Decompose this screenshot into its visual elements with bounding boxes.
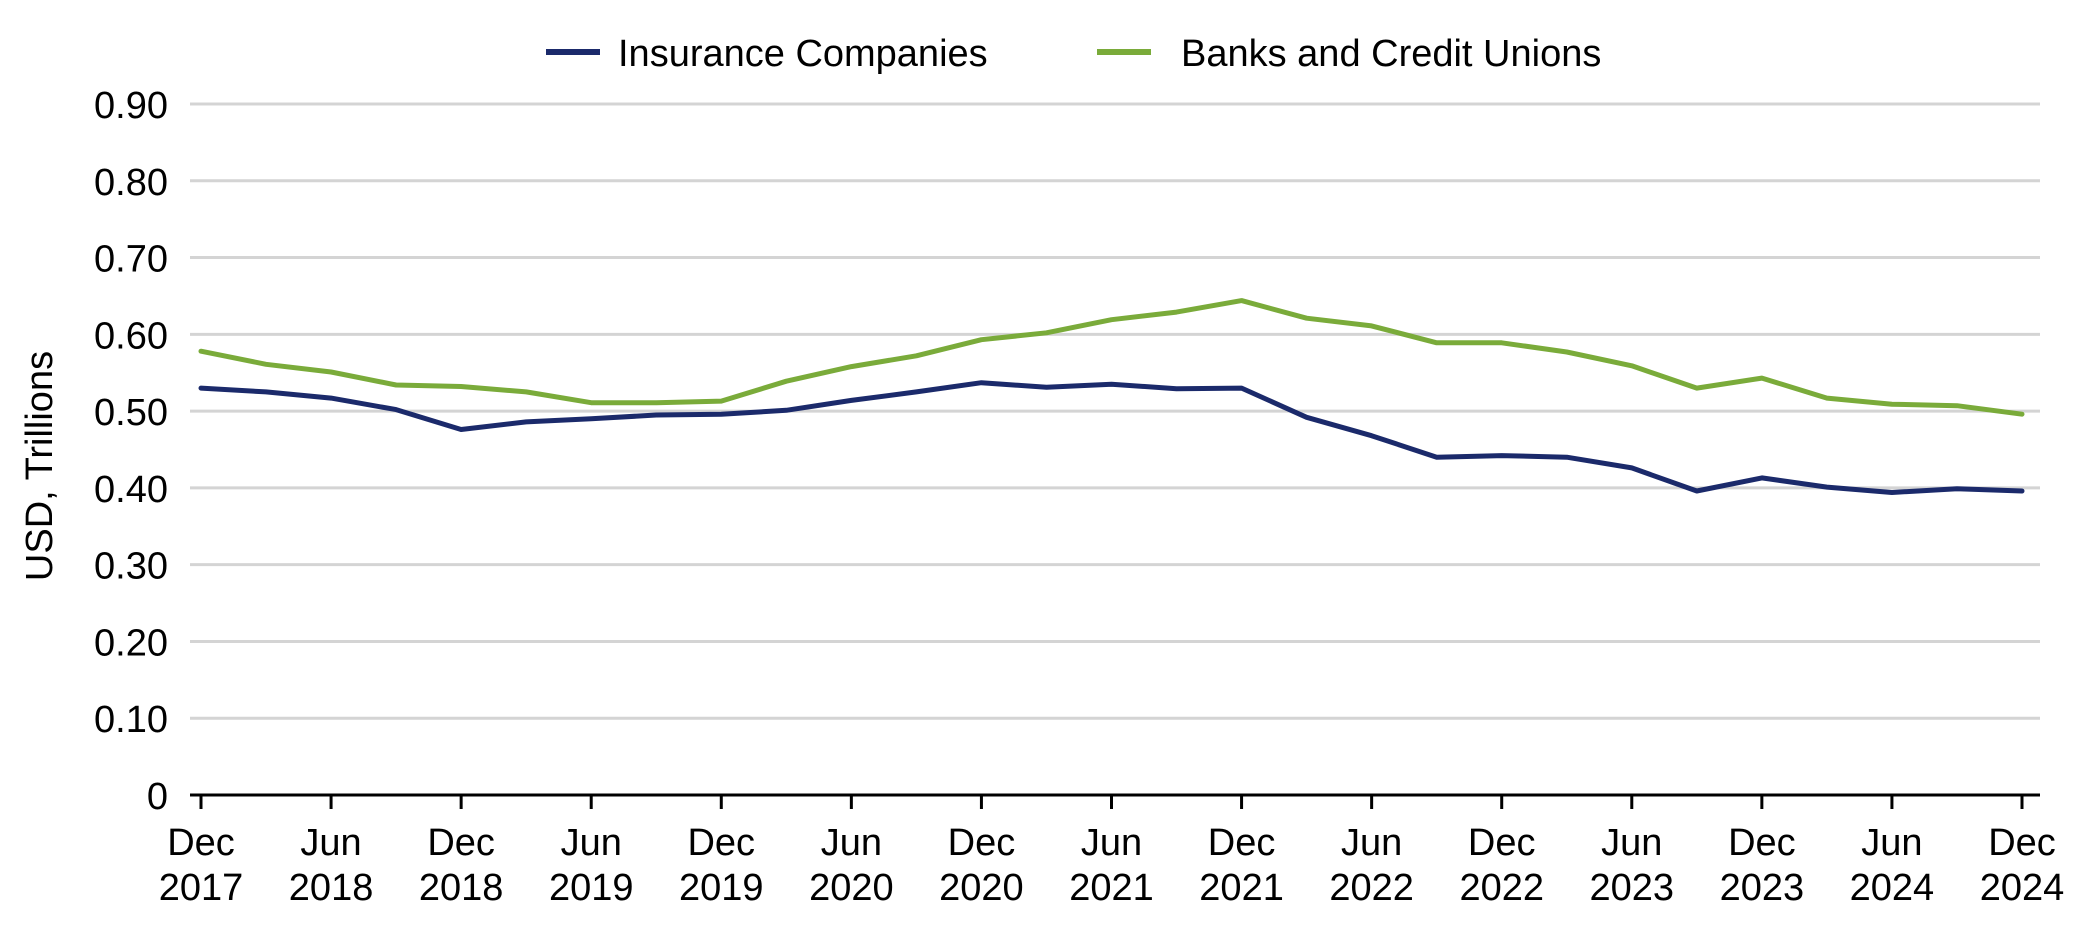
x-tick-year: 2018 — [419, 867, 504, 909]
x-tick-year: 2017 — [159, 867, 244, 909]
legend-label: Insurance Companies — [618, 33, 988, 75]
x-tick-label: Jun 2023 — [1590, 822, 1675, 909]
x-tick-month: Dec — [687, 822, 755, 864]
x-tick-month: Dec — [427, 822, 495, 864]
x-tick-label: Jun 2021 — [1069, 822, 1154, 909]
x-tick-label: Dec 2022 — [1459, 822, 1544, 909]
x-tick-year: 2023 — [1590, 867, 1675, 909]
x-tick-month: Dec — [1988, 822, 2056, 864]
x-tick-label: Dec 2023 — [1720, 822, 1805, 909]
x-axis — [190, 793, 2040, 809]
x-tick-year: 2020 — [939, 867, 1024, 909]
x-tick-year: 2024 — [1850, 867, 1935, 909]
x-tick-label: Dec 2020 — [939, 822, 1024, 909]
y-tick-label: 0.10 — [94, 699, 168, 741]
x-tick-year: 2020 — [809, 867, 894, 909]
x-tick-year: 2024 — [1980, 867, 2065, 909]
y-axis-label: USD, Trillions — [19, 351, 61, 581]
series-lines — [198, 298, 2025, 495]
y-tick-label: 0.50 — [94, 392, 168, 434]
y-tick-label: 0.30 — [94, 546, 168, 588]
gridlines — [190, 102, 2040, 720]
x-tick-label: Jun 2020 — [809, 822, 894, 909]
x-tick-month: Dec — [1468, 822, 1536, 864]
x-tick-label: Jun 2019 — [549, 822, 634, 909]
x-tick-month: Dec — [1728, 822, 1796, 864]
series-line-banks-and-credit-unions — [198, 298, 2025, 417]
y-tick-label: 0.40 — [94, 469, 168, 511]
x-tick-month: Jun — [300, 822, 361, 864]
y-tick-label: 0.60 — [94, 315, 168, 357]
x-tick-year: 2022 — [1459, 867, 1544, 909]
legend-item: Insurance Companies — [546, 33, 988, 75]
x-tick-month: Jun — [1341, 822, 1402, 864]
x-tick-year: 2021 — [1199, 867, 1284, 909]
legend-item: Banks and Credit Unions — [1097, 33, 1601, 75]
x-tick-month: Jun — [561, 822, 622, 864]
x-tick-year: 2019 — [679, 867, 764, 909]
x-tick-label: Dec 2024 — [1980, 822, 2065, 909]
x-tick-label: Jun 2018 — [289, 822, 374, 909]
x-tick-month: Dec — [1208, 822, 1276, 864]
x-tick-year: 2023 — [1720, 867, 1805, 909]
x-tick-year: 2019 — [549, 867, 634, 909]
x-tick-month: Jun — [821, 822, 882, 864]
x-tick-year: 2018 — [289, 867, 374, 909]
x-tick-label: Dec 2017 — [159, 822, 244, 909]
x-tick-label: Dec 2019 — [679, 822, 764, 909]
x-tick-label: Dec 2021 — [1199, 822, 1284, 909]
x-tick-label: Jun 2024 — [1850, 822, 1935, 909]
x-tick-month: Dec — [167, 822, 235, 864]
legend: Insurance Companies Banks and Credit Unio… — [546, 33, 1601, 75]
y-tick-label: 0.80 — [94, 162, 168, 204]
x-tick-label: Jun 2022 — [1329, 822, 1414, 909]
x-tick-year: 2022 — [1329, 867, 1414, 909]
y-axis-tick-labels: 0 0.10 0.20 0.30 0.40 0.50 0.60 0.70 0.80 0.90 — [94, 85, 168, 818]
x-tick-month: Jun — [1081, 822, 1142, 864]
x-tick-month: Jun — [1601, 822, 1662, 864]
y-tick-label: 0.90 — [94, 85, 168, 127]
x-tick-label: Dec 2018 — [419, 822, 504, 909]
y-tick-label: 0 — [147, 776, 168, 818]
legend-label: Banks and Credit Unions — [1181, 33, 1601, 75]
x-tick-year: 2021 — [1069, 867, 1154, 909]
series-line-insurance-companies — [198, 380, 2025, 495]
y-tick-label: 0.70 — [94, 239, 168, 281]
x-tick-month: Jun — [1861, 822, 1922, 864]
x-tick-month: Dec — [948, 822, 1016, 864]
y-tick-label: 0.20 — [94, 622, 168, 664]
